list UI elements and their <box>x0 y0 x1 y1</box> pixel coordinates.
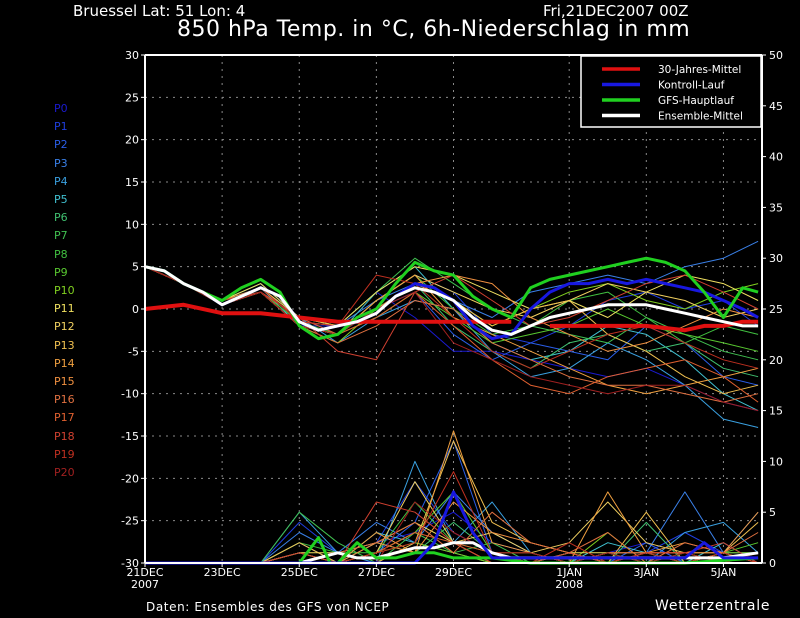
member-label: P3 <box>54 156 68 170</box>
member-label: P9 <box>54 265 68 279</box>
left-tick-label: 20 <box>125 134 139 147</box>
right-tick-label: 5 <box>769 506 776 519</box>
right-tick-label: 50 <box>769 49 783 62</box>
temp-series-line <box>144 265 759 336</box>
x-tick-label: 5JAN <box>711 566 737 579</box>
left-tick-label: -20 <box>121 472 139 485</box>
x-tick-label: 27DEC <box>358 566 395 579</box>
left-tick-label: -25 <box>121 515 139 528</box>
x-tick-year: 2008 <box>555 578 583 591</box>
left-tick-label: 10 <box>125 218 139 231</box>
member-label: P2 <box>54 138 68 152</box>
member-label: P4 <box>54 174 68 188</box>
right-tick-label: 0 <box>769 557 776 570</box>
legend-label: 30-Jahres-Mittel <box>658 64 741 76</box>
right-tick-label: 10 <box>769 455 783 468</box>
left-tick-label: -15 <box>121 430 139 443</box>
left-tick-label: 15 <box>125 176 139 189</box>
right-tick-label: 20 <box>769 354 783 367</box>
member-precip-line <box>145 501 759 564</box>
member-label: P5 <box>54 193 68 206</box>
x-tick-label: 25DEC <box>281 566 318 579</box>
member-precip-line <box>145 501 759 564</box>
right-tick-label: 25 <box>769 303 783 316</box>
member-label: P1 <box>54 120 68 134</box>
member-label: P0 <box>54 102 68 115</box>
member-label: P7 <box>54 229 68 243</box>
member-label: P18 <box>54 429 75 443</box>
left-tick-label: 25 <box>125 91 139 104</box>
member-label: P14 <box>54 356 75 370</box>
member-temp-line <box>144 266 759 412</box>
member-label: P6 <box>54 211 68 225</box>
member-label: P13 <box>54 338 75 352</box>
member-temp-line <box>144 266 759 344</box>
x-tick-label: 1JAN <box>556 566 582 579</box>
member-precip-line <box>145 501 759 564</box>
precip-series-line <box>145 490 759 565</box>
left-tick-label: -5 <box>128 345 139 358</box>
left-tick-label: 30 <box>125 49 139 62</box>
member-label: P8 <box>54 247 68 261</box>
x-tick-year: 2007 <box>131 578 159 591</box>
right-tick-label: 15 <box>769 405 783 418</box>
legend-box: 30-Jahres-Mittel Kontroll-Lauf GFS-Hauptla… <box>580 55 762 128</box>
legend-label: GFS-Hauptlauf <box>658 95 734 107</box>
temp-series-line <box>144 302 512 324</box>
chart-title: 850 hPa Temp. in °C, 6h-Niederschlag in … <box>177 17 691 42</box>
legend-label: Ensemble-Mittel <box>658 111 743 123</box>
right-tick-label: 45 <box>769 100 783 113</box>
member-label: P12 <box>54 320 75 334</box>
legend-label: Kontroll-Lauf <box>658 80 725 92</box>
main-series-lines <box>144 256 759 565</box>
temp-series-line <box>144 256 759 341</box>
member-label: P11 <box>54 302 75 316</box>
right-tick-label: 40 <box>769 151 783 164</box>
x-tick-label: 29DEC <box>435 566 472 579</box>
data-source-footer: Daten: Ensembles des GFS von NCEP <box>146 600 390 614</box>
x-tick-label: 21DEC <box>126 566 163 579</box>
location-label: Bruessel Lat: 51 Lon: 4 <box>73 2 246 20</box>
member-label: P15 <box>54 375 75 388</box>
member-precip-line <box>145 471 759 564</box>
left-tick-label: 0 <box>132 303 139 316</box>
member-precip-line <box>145 501 759 564</box>
run-date-label: Fri,21DEC2007 00Z <box>543 2 689 20</box>
right-tick-label: 30 <box>769 252 783 265</box>
x-tick-label: 3JAN <box>633 566 659 579</box>
tick-labels: 302520151050-5-10-15-20-25-3050454035302… <box>121 49 783 591</box>
left-tick-label: 5 <box>132 261 139 274</box>
left-tick-label: -10 <box>121 388 139 401</box>
brand-footer: Wetterzentrale <box>655 598 771 614</box>
right-tick-label: 35 <box>769 201 783 214</box>
member-label: P17 <box>54 411 75 425</box>
x-tick-label: 23DEC <box>204 566 241 579</box>
left-tick-label: -30 <box>121 557 139 570</box>
member-label: P19 <box>54 447 75 461</box>
member-label: P16 <box>54 393 75 407</box>
member-label: P20 <box>54 466 75 479</box>
member-label: P10 <box>54 284 75 297</box>
